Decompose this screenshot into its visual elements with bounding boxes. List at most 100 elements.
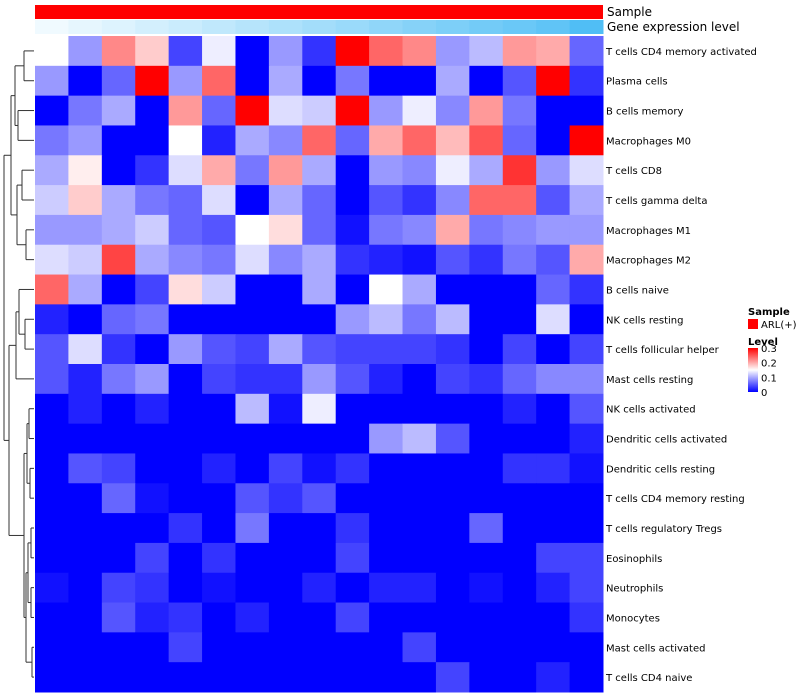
heatmap-cell	[402, 453, 437, 484]
heatmap-cell	[369, 483, 404, 514]
heatmap-cell	[469, 304, 504, 335]
heatmap-cell	[502, 36, 537, 67]
heatmap-cell	[435, 542, 470, 574]
heatmap-cell	[536, 483, 571, 514]
heatmap-cell	[569, 393, 604, 425]
heatmap-cell	[469, 453, 504, 484]
heatmap-cell	[101, 155, 136, 186]
heatmap-cell	[335, 36, 370, 67]
heatmap-cell	[536, 274, 571, 305]
heatmap-cell	[469, 423, 504, 454]
heatmap-cell	[101, 125, 136, 156]
heatmap-cell	[369, 214, 404, 246]
heatmap-cell	[502, 423, 537, 454]
heatmap-cell	[135, 95, 170, 126]
heatmap-cell	[536, 304, 571, 335]
heatmap-cell	[268, 65, 303, 97]
heatmap-cell	[68, 214, 103, 246]
heatmap-cell	[335, 393, 370, 425]
heatmap-cell	[335, 662, 370, 693]
row-label: T cells CD4 naive	[605, 673, 692, 684]
heatmap-cell	[202, 334, 236, 365]
row-label: Plasma cells	[606, 77, 668, 88]
heatmap-cell	[302, 602, 337, 633]
heatmap-cell	[35, 125, 69, 156]
heatmap-cell	[302, 423, 337, 454]
heatmap-cell	[435, 364, 470, 395]
heatmap-cell	[435, 572, 470, 604]
heatmap-cell	[35, 662, 69, 693]
heatmap-cell	[168, 572, 203, 604]
heatmap-cell	[402, 572, 437, 604]
heatmap-cell	[369, 304, 404, 335]
heatmap-cell	[235, 95, 270, 126]
heatmap-cell	[202, 125, 236, 156]
heatmap-cell	[135, 155, 170, 186]
heatmap-cell	[101, 214, 136, 246]
heatmap-cell	[101, 364, 136, 395]
heatmap-cell	[202, 453, 236, 484]
heatmap-cell	[202, 214, 236, 246]
heatmap-cell	[435, 304, 470, 335]
heatmap-cell	[335, 513, 370, 544]
heatmap-cell	[235, 513, 270, 544]
heatmap-cell	[502, 513, 537, 544]
heatmap-cell	[502, 95, 537, 126]
heatmap-cell	[335, 632, 370, 663]
heatmap-cell	[402, 244, 437, 276]
heatmap-cell	[101, 185, 136, 216]
heatmap-cell	[168, 662, 203, 693]
heatmap-cell	[569, 602, 604, 633]
heatmap-cell	[101, 274, 136, 305]
row-label: Mast cells activated	[606, 643, 705, 654]
gene-level-annotation-cell	[235, 20, 270, 34]
heatmap-cell	[202, 244, 236, 276]
heatmap-cell	[469, 513, 504, 544]
heatmap-cell	[502, 304, 537, 335]
heatmap-cell	[68, 274, 103, 305]
heatmap-cell	[302, 364, 337, 395]
sample-annotation-bar	[35, 5, 603, 19]
heatmap-cell	[569, 662, 604, 693]
heatmap-cell	[369, 334, 404, 365]
gene-level-annotation-cell	[369, 20, 404, 34]
heatmap-cell	[35, 244, 69, 276]
heatmap-cell	[536, 214, 571, 246]
heatmap-cell	[168, 244, 203, 276]
heatmap-cell	[435, 214, 470, 246]
heatmap-cell	[335, 572, 370, 604]
heatmap-cell	[135, 572, 170, 604]
heatmap-cell	[101, 65, 136, 97]
heatmap-cell	[502, 244, 537, 276]
heatmap-cell	[68, 423, 103, 454]
heatmap-cell	[268, 274, 303, 305]
heatmap-cell	[235, 334, 270, 365]
legend-sample-label: ARL(+)	[761, 320, 797, 331]
heatmap-cell	[35, 214, 69, 246]
heatmap-cell	[435, 334, 470, 365]
heatmap-cell	[435, 244, 470, 276]
heatmap-cell	[168, 155, 203, 186]
heatmap-cell	[202, 274, 236, 305]
row-label: Macrophages M0	[606, 136, 691, 147]
legend-sample-title: Sample	[748, 307, 790, 318]
heatmap-cell	[302, 155, 337, 186]
row-label: Macrophages M2	[606, 256, 691, 267]
heatmap-cell	[469, 572, 504, 604]
heatmap-cell	[235, 542, 270, 574]
heatmap-cell	[402, 393, 437, 425]
heatmap-cell	[502, 542, 537, 574]
sample-annotation-title: Sample	[607, 5, 652, 19]
heatmap-cell	[268, 423, 303, 454]
heatmap-cell	[502, 632, 537, 663]
heatmap-cell	[369, 36, 404, 67]
heatmap-cell	[402, 125, 437, 156]
heatmap-cell	[68, 334, 103, 365]
heatmap-cell	[35, 334, 69, 365]
heatmap-cell	[435, 155, 470, 186]
heatmap-cell	[435, 602, 470, 633]
heatmap-cell	[35, 274, 69, 305]
